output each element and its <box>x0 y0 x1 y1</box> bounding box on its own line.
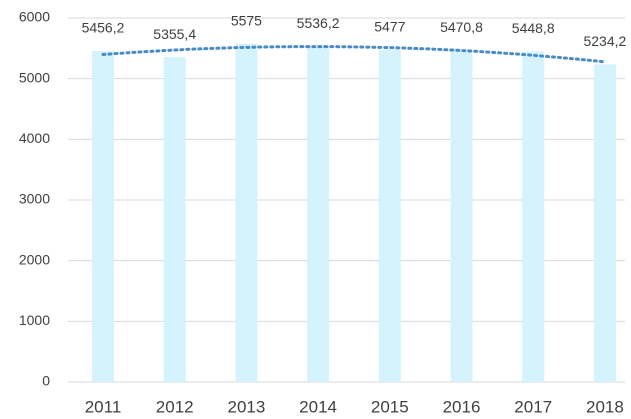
data-label: 5470,8 <box>440 19 483 35</box>
x-tick-label: 2017 <box>514 397 552 416</box>
data-label: 5536,2 <box>297 15 340 31</box>
trendline <box>101 45 607 64</box>
x-tick-label: 2012 <box>156 397 194 416</box>
x-tick-label: 2015 <box>371 397 409 416</box>
bar <box>522 51 545 383</box>
bar <box>450 50 473 383</box>
data-label: 5355,4 <box>153 26 196 42</box>
y-tick-label: 1000 <box>19 312 50 328</box>
data-label: 5234,2 <box>583 33 626 49</box>
data-label: 5456,2 <box>82 20 125 36</box>
x-tick-label: 2011 <box>85 397 122 416</box>
bar <box>235 43 258 383</box>
bar <box>92 50 114 382</box>
data-label: 5477 <box>374 18 405 34</box>
x-tick-label: 2016 <box>443 397 481 416</box>
data-label: 5575 <box>231 12 262 28</box>
bar <box>307 46 330 382</box>
y-tick-label: 4000 <box>19 130 50 146</box>
bar <box>378 49 401 382</box>
x-tick-label: 2018 <box>586 397 624 416</box>
data-label: 5448,8 <box>512 20 555 36</box>
bar <box>593 64 616 383</box>
y-tick-label: 6000 <box>19 9 50 25</box>
y-tick-label: 3000 <box>19 191 50 207</box>
y-tick-label: 5000 <box>19 69 50 85</box>
bar <box>163 57 186 382</box>
x-tick-label: 2014 <box>299 397 337 416</box>
y-tick-label: 0 <box>42 373 50 389</box>
x-tick-label: 2013 <box>227 397 265 416</box>
y-tick-label: 2000 <box>19 251 50 267</box>
